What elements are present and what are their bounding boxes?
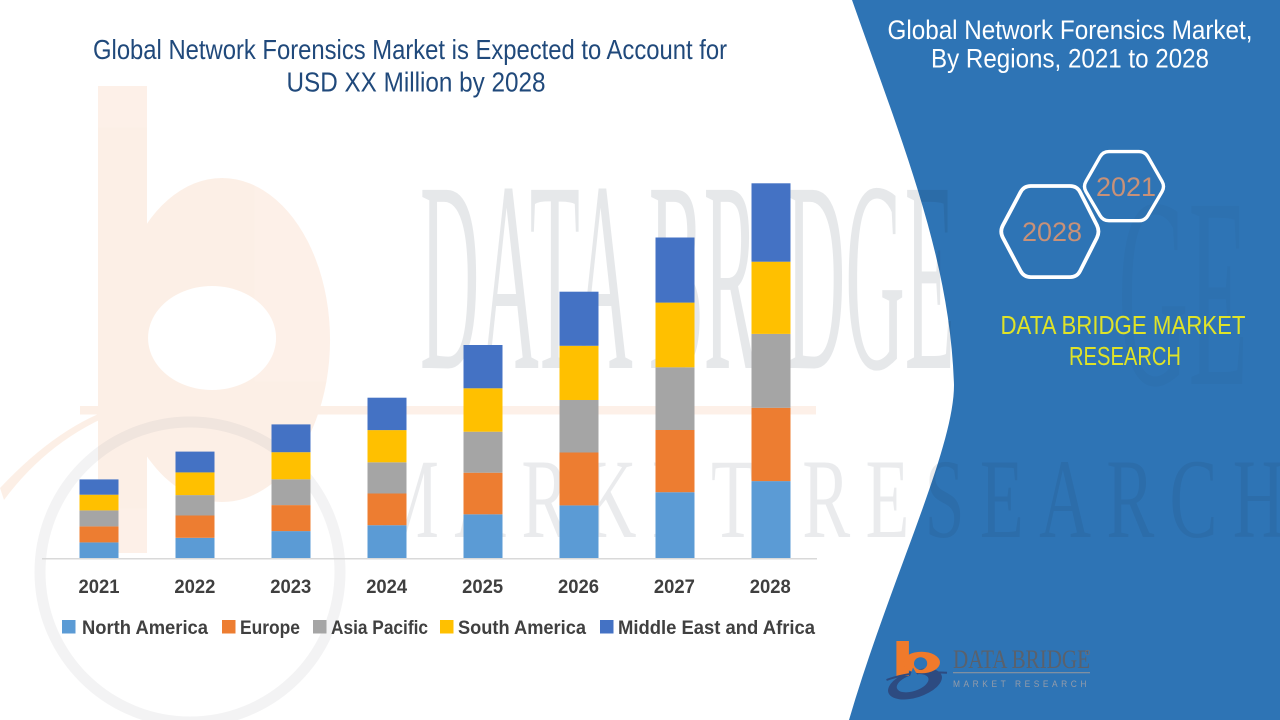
svg-text:MARKET RESEARCH: MARKET RESEARCH (375, 437, 1280, 562)
svg-text:2021: 2021 (1096, 172, 1156, 202)
svg-text:USD XX Million by 2028: USD XX Million by 2028 (287, 67, 546, 98)
svg-text:2021: 2021 (79, 576, 120, 598)
svg-text:Middle East and Africa: Middle East and Africa (618, 618, 815, 639)
svg-text:North America: North America (82, 618, 208, 639)
svg-text:2025: 2025 (462, 576, 503, 598)
svg-text:2028: 2028 (1022, 217, 1082, 247)
svg-text:Europe: Europe (240, 618, 300, 639)
svg-text:RESEARCH: RESEARCH (1069, 341, 1181, 371)
svg-text:DATA BRIDGE: DATA BRIDGE (953, 645, 1090, 674)
svg-text:Global Network Forensics Marke: Global Network Forensics Market, (888, 15, 1253, 45)
svg-text:2027: 2027 (654, 576, 695, 598)
svg-text:Global Network Forensics Marke: Global Network Forensics Market is Expec… (93, 34, 727, 65)
svg-text:By Regions, 2021 to 2028: By Regions, 2021 to 2028 (931, 44, 1209, 74)
svg-text:2022: 2022 (174, 576, 215, 598)
svg-text:2028: 2028 (750, 576, 791, 598)
svg-text:DATA BRIDGE MARKET: DATA BRIDGE MARKET (1001, 310, 1246, 340)
svg-text:2026: 2026 (558, 576, 599, 598)
svg-text:South America: South America (458, 618, 586, 639)
svg-text:2023: 2023 (270, 576, 311, 598)
svg-text:2024: 2024 (366, 576, 407, 598)
svg-text:Asia Pacific: Asia Pacific (331, 618, 428, 639)
svg-text:MARKET RESEARCH: MARKET RESEARCH (953, 679, 1090, 690)
